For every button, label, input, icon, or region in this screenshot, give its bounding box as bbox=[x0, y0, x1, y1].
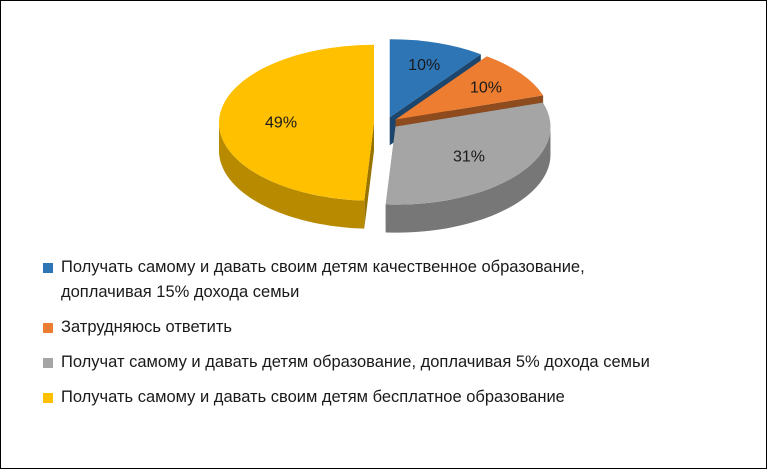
legend-label: Получать самому и давать своим детям бес… bbox=[61, 388, 565, 406]
pie-data-label: 49% bbox=[265, 114, 297, 131]
pie-slice-wall bbox=[364, 122, 375, 229]
pie-data-label: 10% bbox=[408, 57, 440, 74]
legend-label: Получат самому и давать детям образовани… bbox=[61, 353, 650, 371]
legend-label: Затрудняюсь ответить bbox=[61, 318, 233, 336]
legend-item-paid-5: Получат самому и давать детям образовани… bbox=[43, 350, 743, 375]
pie-slice-side bbox=[385, 126, 551, 233]
legend-item-free: Получать самому и давать своим детям бес… bbox=[43, 385, 743, 410]
pie-slice bbox=[219, 44, 375, 201]
legend-swatch-yellow bbox=[43, 393, 53, 403]
pie-data-label: 10% bbox=[470, 79, 502, 96]
legend-item-undecided: Затрудняюсь ответить bbox=[43, 315, 743, 340]
pie-slice-side bbox=[219, 122, 365, 229]
legend-label-cont: доплачивая 15% дохода семьи bbox=[61, 283, 300, 301]
legend-label: Получать самому и давать своим детям кач… bbox=[61, 258, 585, 276]
legend-swatch-blue bbox=[43, 263, 53, 273]
pie-slice bbox=[385, 102, 551, 205]
pie-data-label: 31% bbox=[453, 148, 485, 165]
legend-item-paid-15: Получать самому и давать своим детям кач… bbox=[43, 255, 743, 305]
legend-swatch-gray bbox=[43, 358, 53, 368]
legend-swatch-orange bbox=[43, 323, 53, 333]
pie-tops bbox=[219, 39, 551, 205]
pie-labels: 10% 10% 31% 49% bbox=[265, 57, 502, 165]
pie-chart: 10% 10% 31% 49% bbox=[219, 39, 551, 233]
pie-slice bbox=[389, 39, 481, 118]
legend: Получать самому и давать своим детям кач… bbox=[43, 255, 743, 420]
pie-slice bbox=[395, 56, 544, 120]
